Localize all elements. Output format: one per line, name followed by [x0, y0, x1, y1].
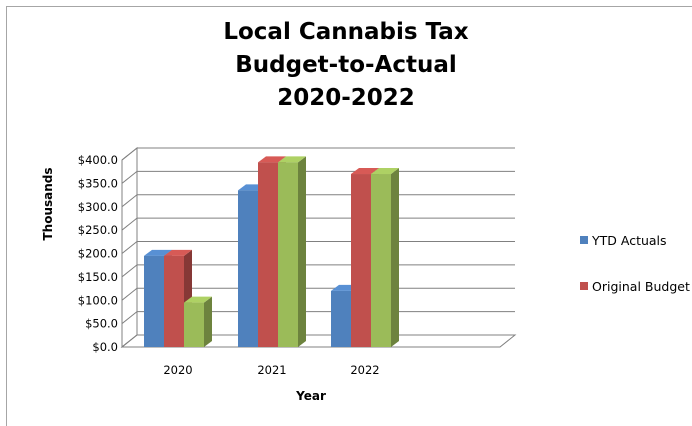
- x-tick-label: 2020: [163, 363, 192, 377]
- bar-top: [164, 249, 192, 256]
- y-axis-title: Thousands: [41, 167, 55, 240]
- bar: [371, 174, 391, 347]
- bar: [351, 174, 371, 347]
- gridline: [121, 194, 515, 208]
- x-tick-label: 2021: [257, 363, 286, 377]
- y-tick-label: $250.0: [78, 223, 118, 237]
- bar: [238, 190, 258, 347]
- y-tick-label: $200.0: [78, 247, 118, 261]
- bar: [144, 255, 164, 347]
- gridline: [121, 147, 515, 161]
- y-tick-label: $0.0: [92, 340, 118, 354]
- bar-side: [298, 156, 306, 347]
- bar-top: [371, 168, 399, 175]
- x-axis-title: Year: [295, 389, 326, 403]
- bar-side: [204, 296, 212, 347]
- bar: [331, 290, 351, 347]
- bar: [258, 162, 278, 347]
- y-tick-label: $300.0: [78, 200, 118, 214]
- chart-title-line-1: Local Cannabis Tax: [223, 19, 469, 45]
- bar-top: [258, 156, 286, 163]
- y-tick-label: $350.0: [78, 176, 118, 190]
- bar: [278, 162, 298, 347]
- bar-top: [351, 168, 379, 175]
- bar-side: [391, 168, 399, 347]
- y-tick-label: $50.0: [85, 317, 118, 331]
- x-tick-label: 2022: [350, 363, 379, 377]
- chart-title-line-2: Budget-to-Actual: [235, 52, 457, 78]
- gridline: [121, 170, 515, 184]
- bar: [164, 255, 184, 347]
- y-tick-label: $400.0: [78, 153, 118, 167]
- bar: [184, 302, 204, 347]
- chart-title-line-3: 2020-2022: [277, 85, 415, 111]
- legend-swatch: [580, 282, 588, 290]
- legend-swatch: [580, 236, 588, 244]
- gridline: [121, 217, 515, 231]
- bar-top: [144, 249, 172, 256]
- y-tick-label: $100.0: [78, 293, 118, 307]
- legend-label: Original Budget: [592, 279, 690, 294]
- bar-top: [278, 156, 306, 163]
- y-tick-label: $150.0: [78, 270, 118, 284]
- legend-label: YTD Actuals: [591, 233, 667, 248]
- chart-frame: [6, 6, 692, 426]
- chart-title: Local Cannabis Tax Budget-to-Actual 2020…: [0, 16, 692, 115]
- bar-top: [184, 296, 212, 303]
